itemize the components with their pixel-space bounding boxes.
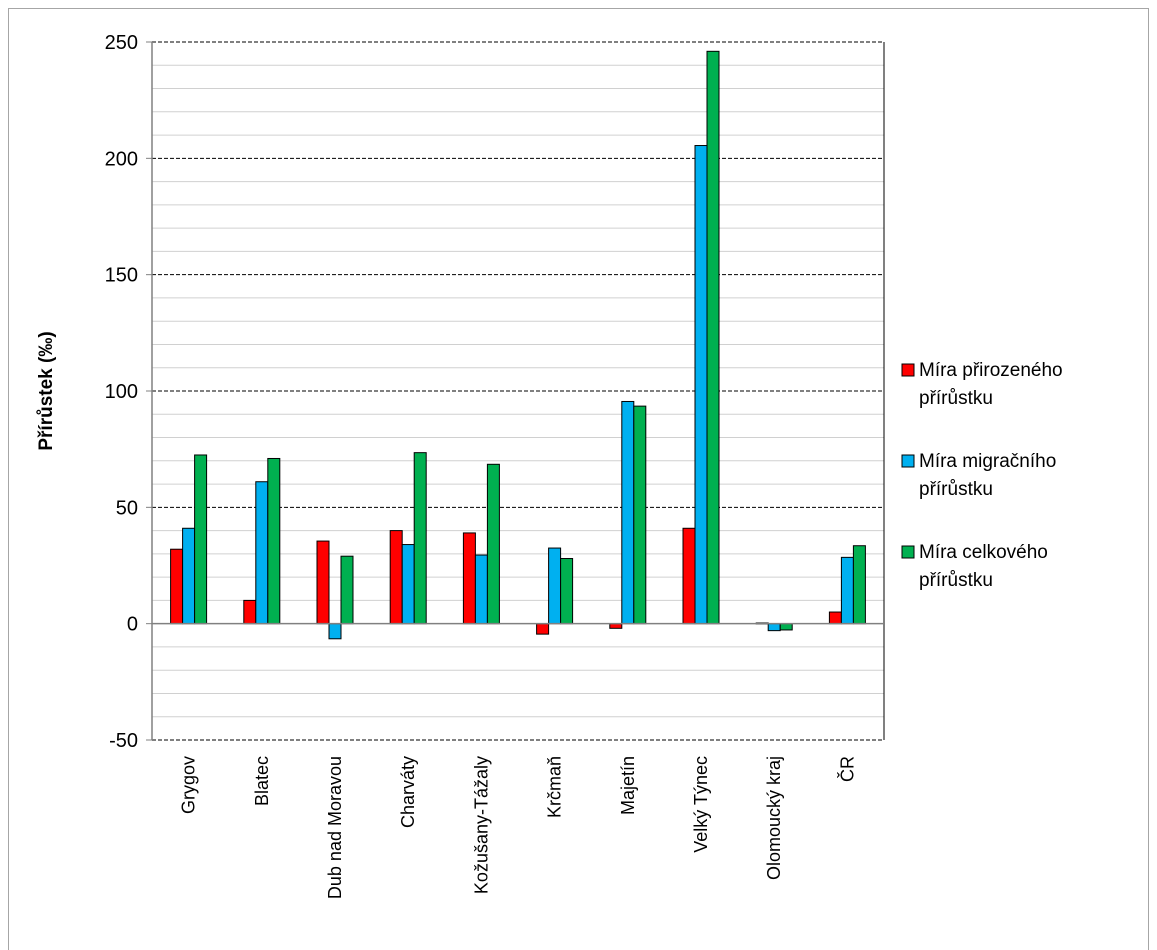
x-category-label: ČR: [836, 756, 857, 782]
bar-series-1-4: [474, 554, 488, 625]
y-tick-label: -50: [109, 730, 138, 752]
bar-series-0-1: [243, 599, 257, 625]
y-tick-label: 50: [116, 497, 138, 519]
bars: [170, 50, 866, 640]
bar-series-0-0: [170, 548, 184, 625]
bar-series-2-0: [194, 454, 208, 625]
x-category-label: Kožušany-Tážaly: [471, 756, 491, 894]
gridlines: [152, 41, 884, 741]
bar-series-0-9: [828, 611, 842, 625]
y-axis-title: Přírůstek (‰): [36, 331, 57, 450]
y-tick-label: 0: [127, 614, 138, 636]
y-tick-label: 150: [105, 265, 138, 287]
axes: [146, 41, 885, 741]
x-category-label: Charváty: [398, 756, 418, 828]
bar-series-2-7: [706, 50, 720, 625]
y-tick-label: 250: [105, 32, 138, 54]
x-category-labels: Grygov Blatec Dub nad Moravou Charváty Kožuš…: [179, 756, 858, 899]
y-tick-labels: 250 200 150 100 50 0 -50: [105, 32, 138, 752]
x-category-label: Krčmaň: [545, 756, 565, 818]
legend-label-1: Míra migračního přírůstku: [919, 451, 1056, 500]
bar-series-1-3: [401, 544, 415, 625]
bar-series-2-6: [633, 405, 647, 625]
legend: Míra přirozeného přírůstku Míra migračního…: [901, 360, 1063, 591]
y-tick-label: 200: [105, 148, 138, 170]
chart-frame: [8, 8, 1149, 950]
legend-swatch-1: [901, 454, 915, 468]
bar-series-2-5: [560, 558, 574, 625]
bar-series-1-0: [182, 527, 196, 625]
x-category-label: Velký Týnec: [691, 756, 711, 853]
x-category-label: Olomoucký kraj: [764, 756, 784, 880]
x-category-label: Grygov: [179, 756, 199, 814]
bar-series-1-2: [328, 623, 342, 640]
y-tick-label: 100: [105, 381, 138, 403]
bar-series-0-7: [682, 527, 696, 625]
bar-series-2-3: [413, 452, 427, 625]
bar-series-1-8: [767, 623, 781, 632]
bar-series-0-4: [462, 532, 476, 625]
legend-swatch-2: [901, 545, 915, 559]
x-category-label: Blatec: [252, 756, 272, 806]
bar-series-0-3: [389, 530, 403, 625]
bar-series-2-1: [267, 457, 281, 625]
bar-series-1-1: [255, 481, 269, 625]
bar-series-1-7: [694, 145, 708, 625]
bar-series-1-6: [621, 400, 635, 625]
bar-series-0-5: [536, 623, 550, 635]
legend-label-0: Míra přirozeného přírůstku: [919, 360, 1063, 409]
legend-swatch-0: [901, 363, 915, 377]
legend-label-2: Míra celkového přírůstku: [919, 542, 1048, 591]
bar-series-2-9: [852, 545, 866, 625]
x-category-label: Majetín: [618, 756, 638, 815]
bar-series-2-4: [486, 463, 500, 625]
bar-series-1-9: [840, 556, 854, 625]
bar-series-2-8: [779, 623, 793, 631]
bar-series-1-5: [548, 547, 562, 625]
bar-series-2-2: [340, 555, 354, 625]
bar-series-0-2: [316, 540, 330, 625]
x-category-label: Dub nad Moravou: [325, 756, 345, 899]
